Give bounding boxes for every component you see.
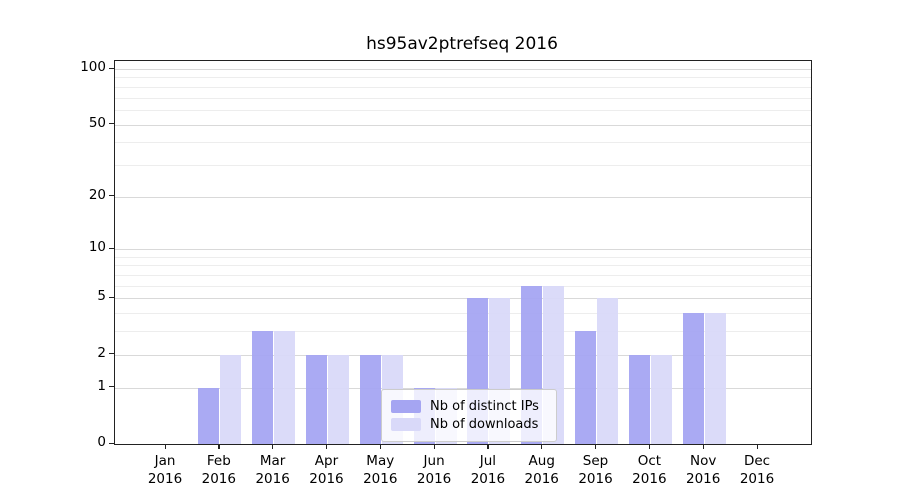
minor-gridline bbox=[115, 97, 811, 99]
x-tick-label: Feb 2016 bbox=[189, 452, 249, 488]
x-tick-label-year: 2016 bbox=[416, 471, 452, 488]
chart-title: hs95av2ptrefseq 2016 bbox=[366, 34, 558, 54]
x-tick-label-year: 2016 bbox=[632, 471, 667, 488]
y-tick-mark bbox=[109, 247, 114, 249]
legend-item-distinct-ips: Nb of distinct IPs bbox=[391, 399, 547, 414]
x-tick-label: Jan 2016 bbox=[135, 452, 195, 488]
plot-area bbox=[114, 60, 812, 445]
x-tick-label-year: 2016 bbox=[685, 471, 721, 488]
minor-gridline bbox=[115, 77, 811, 79]
minor-gridline bbox=[115, 313, 811, 315]
y-tick-label: 5 bbox=[97, 288, 106, 305]
y-tick-mark bbox=[109, 442, 114, 444]
y-tick-label: 100 bbox=[80, 59, 106, 75]
y-tick-mark bbox=[109, 353, 114, 355]
bar-distinct-ips bbox=[359, 354, 381, 444]
minor-gridline bbox=[115, 285, 811, 287]
bar-distinct-ips bbox=[575, 331, 597, 444]
legend-label-distinct-ips: Nb of distinct IPs bbox=[430, 399, 539, 414]
bar-distinct-ips bbox=[198, 387, 220, 444]
x-tick-label: Mar 2016 bbox=[243, 452, 303, 488]
major-gridline bbox=[115, 387, 811, 389]
minor-gridline bbox=[115, 275, 811, 277]
x-tick-mark bbox=[325, 444, 328, 449]
y-tick-label: 50 bbox=[88, 114, 106, 131]
minor-gridline bbox=[115, 256, 811, 258]
x-tick-label: Apr 2016 bbox=[296, 452, 356, 488]
x-tick-label: Aug 2016 bbox=[512, 452, 572, 488]
y-tick-mark bbox=[109, 296, 114, 299]
major-gridline bbox=[115, 124, 811, 126]
minor-gridline bbox=[115, 109, 811, 111]
major-gridline bbox=[115, 354, 811, 356]
legend-swatch-downloads bbox=[391, 418, 421, 431]
legend-label-downloads: Nb of downloads bbox=[430, 417, 539, 432]
minor-gridline bbox=[115, 164, 811, 166]
y-tick-label: 1 bbox=[97, 377, 106, 394]
x-tick-mark bbox=[541, 444, 543, 449]
x-tick-label: Oct 2016 bbox=[619, 452, 679, 488]
x-tick-label-year: 2016 bbox=[524, 471, 559, 488]
bar-downloads bbox=[220, 354, 242, 444]
major-gridline bbox=[115, 196, 811, 198]
x-tick-mark bbox=[272, 444, 274, 449]
bar-downloads bbox=[704, 313, 726, 444]
x-tick-mark bbox=[164, 444, 166, 449]
x-tick-label: Jun 2016 bbox=[404, 452, 464, 488]
y-tick-mark bbox=[109, 123, 114, 125]
bar-distinct-ips bbox=[682, 313, 704, 444]
minor-gridline bbox=[115, 142, 811, 144]
x-tick-mark bbox=[756, 444, 758, 449]
x-tick-label-year: 2016 bbox=[255, 471, 290, 488]
x-tick-mark bbox=[379, 444, 381, 449]
y-tick-mark bbox=[109, 386, 114, 388]
legend: Nb of distinct IPs Nb of downloads bbox=[381, 389, 557, 442]
y-tick-label: 20 bbox=[88, 186, 106, 203]
y-tick-label: 0 bbox=[97, 434, 106, 450]
minor-gridline bbox=[115, 86, 811, 88]
x-tick-mark bbox=[487, 444, 489, 449]
bar-downloads bbox=[597, 298, 619, 444]
y-tick-mark bbox=[109, 195, 114, 197]
x-tick-label: May 2016 bbox=[350, 452, 410, 488]
x-tick-label: Dec 2016 bbox=[727, 452, 787, 488]
legend-item-downloads: Nb of downloads bbox=[391, 417, 547, 432]
x-tick-label-year: 2016 bbox=[578, 471, 613, 488]
x-tick-mark bbox=[218, 444, 220, 449]
x-tick-label-year: 2016 bbox=[739, 471, 775, 488]
bar-downloads bbox=[650, 354, 672, 444]
x-tick-label-year: 2016 bbox=[363, 471, 398, 488]
y-tick-label: 10 bbox=[88, 239, 106, 256]
x-tick-mark bbox=[595, 444, 597, 449]
x-tick-label: Sep 2016 bbox=[566, 452, 626, 488]
bar-distinct-ips bbox=[305, 354, 327, 444]
x-tick-label: Nov 2016 bbox=[673, 452, 733, 488]
x-tick-label-year: 2016 bbox=[309, 471, 344, 488]
y-tick-mark bbox=[109, 67, 114, 69]
minor-gridline bbox=[115, 331, 811, 333]
bar-distinct-ips bbox=[252, 331, 274, 444]
y-tick-label: 2 bbox=[97, 344, 106, 361]
x-tick-label-year: 2016 bbox=[147, 471, 183, 488]
bar-distinct-ips bbox=[628, 354, 650, 444]
x-tick-mark bbox=[648, 444, 651, 449]
bar-downloads bbox=[327, 354, 349, 444]
x-tick-label: Jul 2016 bbox=[458, 452, 518, 488]
major-gridline bbox=[115, 249, 811, 251]
legend-swatch-distinct-ips bbox=[391, 400, 421, 413]
x-tick-label-year: 2016 bbox=[470, 471, 506, 488]
major-gridline bbox=[115, 298, 811, 300]
x-tick-mark bbox=[433, 444, 435, 449]
x-tick-label-year: 2016 bbox=[201, 471, 236, 488]
minor-gridline bbox=[115, 265, 811, 267]
x-tick-mark bbox=[702, 444, 704, 449]
bar-downloads bbox=[274, 331, 296, 444]
major-gridline bbox=[115, 69, 811, 70]
